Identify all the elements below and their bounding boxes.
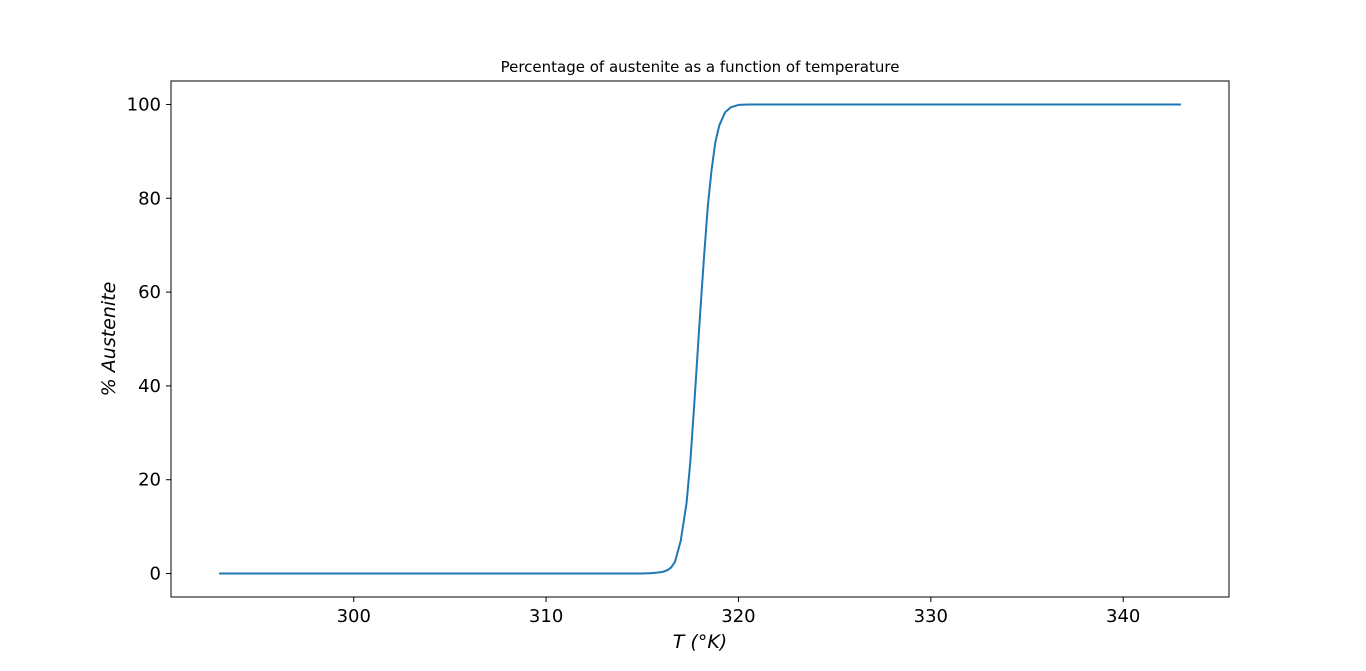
y-tick-label: 20	[138, 470, 161, 491]
plot-frame	[170, 80, 1230, 598]
x-tick-label: 320	[721, 606, 755, 627]
chart-title: Percentage of austenite as a function of…	[501, 58, 900, 76]
y-tick-label: 0	[150, 564, 161, 585]
y-axis-label: % Austenite	[98, 282, 120, 397]
plot-area: 300 310 320 330 340 0 20 40 60 80 100	[127, 80, 1230, 627]
y-tick-label: 60	[138, 282, 161, 303]
x-tick-label: 330	[914, 606, 948, 627]
y-tick-label: 80	[138, 188, 161, 209]
x-tick-label: 340	[1106, 606, 1140, 627]
y-tick-label: 100	[127, 94, 161, 115]
x-axis-label: T (°K)	[673, 631, 727, 653]
x-tick-label: 310	[529, 606, 563, 627]
series-line-0	[219, 103, 1181, 575]
y-tick-label: 40	[138, 376, 161, 397]
x-tick-label: 300	[337, 606, 371, 627]
